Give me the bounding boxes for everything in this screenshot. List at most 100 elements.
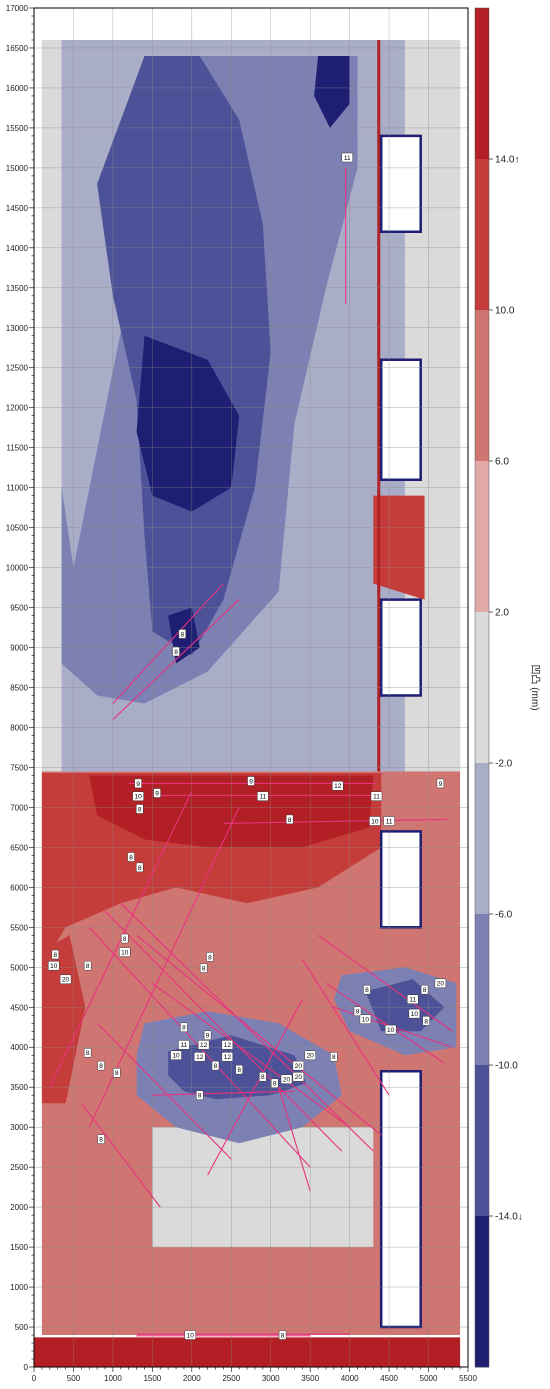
colorbar-bin-1 bbox=[475, 159, 489, 311]
colorbar-frame bbox=[474, 7, 490, 1368]
crack-label-45: 8 bbox=[211, 1060, 220, 1071]
x-tick-label-4: 2000 bbox=[183, 1374, 201, 1383]
crack-label-box bbox=[51, 949, 60, 960]
crack-label-8: 9 bbox=[153, 788, 161, 798]
y-tick-label-23: 11500 bbox=[6, 444, 28, 453]
crack-label-text: 11 bbox=[344, 155, 351, 162]
y-tick-label-26: 13000 bbox=[6, 324, 29, 333]
crack-label-55: 8 bbox=[97, 1134, 105, 1144]
colorbar-tick-label-7: -14.0↓ bbox=[495, 1212, 523, 1223]
crack-label-37: 12 bbox=[197, 1040, 210, 1050]
crack-label-text: 10 bbox=[387, 1027, 395, 1034]
crack-label-text: 8 bbox=[129, 854, 133, 861]
crack-label-text: 9 bbox=[249, 778, 253, 785]
crack-label-box bbox=[135, 862, 144, 873]
y-tick-label-22: 11000 bbox=[6, 484, 28, 493]
crack-label-46: 8 bbox=[235, 1064, 243, 1075]
y-tick-label-7: 3500 bbox=[10, 1083, 28, 1092]
heatmap-region-3 bbox=[314, 56, 350, 128]
x-tick-label-0: 0 bbox=[32, 1374, 37, 1383]
crack-label-text: 9 bbox=[439, 781, 443, 788]
y-tick-label-11: 5500 bbox=[10, 923, 28, 932]
y-tick-label-12: 6000 bbox=[10, 883, 28, 892]
crack-label-text: 8 bbox=[86, 1050, 90, 1057]
crack-label-text: 9 bbox=[136, 781, 140, 788]
crack-label-box bbox=[203, 1030, 212, 1040]
y-tick-label-14: 7000 bbox=[10, 803, 28, 812]
crack-label-text: 10 bbox=[362, 1017, 370, 1024]
crack-label-text: 12 bbox=[196, 1054, 204, 1061]
colorbar-bin-7 bbox=[475, 1065, 489, 1217]
crack-label-27: 8 bbox=[420, 984, 429, 995]
crack-label-25: 20 bbox=[434, 978, 447, 989]
crack-label-text: 8 bbox=[174, 649, 178, 656]
crack-label-7: 10 bbox=[132, 791, 144, 801]
crack-label-box bbox=[247, 776, 255, 786]
crack-label-box bbox=[193, 1052, 206, 1062]
crack-label-text: 8 bbox=[214, 1063, 218, 1070]
crack-label-box bbox=[83, 960, 92, 971]
crack-label-4: 9 bbox=[247, 776, 255, 786]
crack-label-36: 11 bbox=[178, 1040, 190, 1050]
y-tick-label-25: 12500 bbox=[6, 364, 29, 373]
crack-label-text: 8 bbox=[281, 1332, 285, 1339]
y-tick-label-28: 14000 bbox=[6, 244, 29, 253]
x-tick-label-11: 5500 bbox=[459, 1374, 477, 1383]
crack-label-39: 8 bbox=[83, 1048, 92, 1058]
heatmap-region-7 bbox=[41, 935, 86, 1104]
colorbar-bin-0 bbox=[475, 8, 489, 160]
colorbar-tick-label-4: -2.0 bbox=[495, 759, 513, 770]
y-tick-label-17: 8500 bbox=[10, 684, 28, 693]
crack-label-box bbox=[304, 1050, 316, 1060]
x-tick-label-1: 500 bbox=[67, 1374, 81, 1383]
crack-label-18: 8 bbox=[51, 949, 60, 960]
crack-line-1 bbox=[112, 599, 240, 720]
crack-label-box bbox=[420, 984, 429, 995]
colorbar-bin-5 bbox=[475, 763, 489, 915]
crack-label-box bbox=[135, 804, 144, 814]
crack-label-text: 10 bbox=[50, 963, 58, 970]
crack-label-box bbox=[330, 1052, 338, 1062]
colorbar-tick-label-0: 14.0↑ bbox=[495, 155, 519, 166]
crack-label-43: 20 bbox=[304, 1050, 316, 1060]
crack-label-text: 8 bbox=[138, 806, 142, 813]
crack-label-box bbox=[59, 974, 72, 985]
crack-label-40: 10 bbox=[170, 1050, 182, 1060]
crack-label-box bbox=[384, 1024, 397, 1035]
crack-label-box bbox=[127, 852, 135, 862]
y-tick-label-13: 6500 bbox=[10, 843, 28, 852]
crack-label-28: 11 bbox=[407, 994, 419, 1005]
crack-label-text: 8 bbox=[261, 1074, 265, 1081]
y-tick-label-18: 9000 bbox=[10, 644, 28, 653]
crack-label-26: 8 bbox=[363, 984, 371, 995]
y-tick-label-9: 4500 bbox=[10, 1003, 28, 1012]
crack-line-18 bbox=[325, 982, 445, 1064]
crack-label-text: 8 bbox=[202, 965, 206, 972]
crack-label-19: 10 bbox=[118, 947, 131, 957]
region-left-edge bbox=[41, 39, 62, 772]
crack-label-text: 8 bbox=[208, 954, 212, 961]
crack-label-box bbox=[369, 816, 381, 826]
crack-label-text: 8 bbox=[237, 1067, 241, 1074]
y-tick-label-30: 15000 bbox=[6, 164, 29, 173]
crack-label-text: 11 bbox=[181, 1042, 188, 1049]
crack-label-box bbox=[257, 791, 269, 801]
crack-line-0 bbox=[112, 583, 224, 704]
y-tick-label-2: 1000 bbox=[10, 1283, 28, 1292]
crack-label-48: 8 bbox=[97, 1060, 105, 1071]
crack-label-box bbox=[172, 646, 180, 657]
crack-label-text: 8 bbox=[99, 1063, 103, 1070]
y-tick-label-27: 13500 bbox=[6, 284, 29, 293]
x-tick-label-7: 3500 bbox=[301, 1374, 319, 1383]
heatmap-layer bbox=[34, 39, 461, 1367]
y-tick-label-20: 10000 bbox=[6, 564, 29, 573]
crack-label-23: 8 bbox=[199, 963, 208, 973]
crack-label-10: 11 bbox=[370, 791, 383, 801]
crack-label-text: 9 bbox=[206, 1033, 210, 1040]
crack-label-31: 10 bbox=[408, 1008, 421, 1019]
crack-label-56: 10 bbox=[184, 1330, 196, 1340]
crack-label-box bbox=[422, 1016, 430, 1026]
crack-label-text: 20 bbox=[295, 1063, 303, 1070]
